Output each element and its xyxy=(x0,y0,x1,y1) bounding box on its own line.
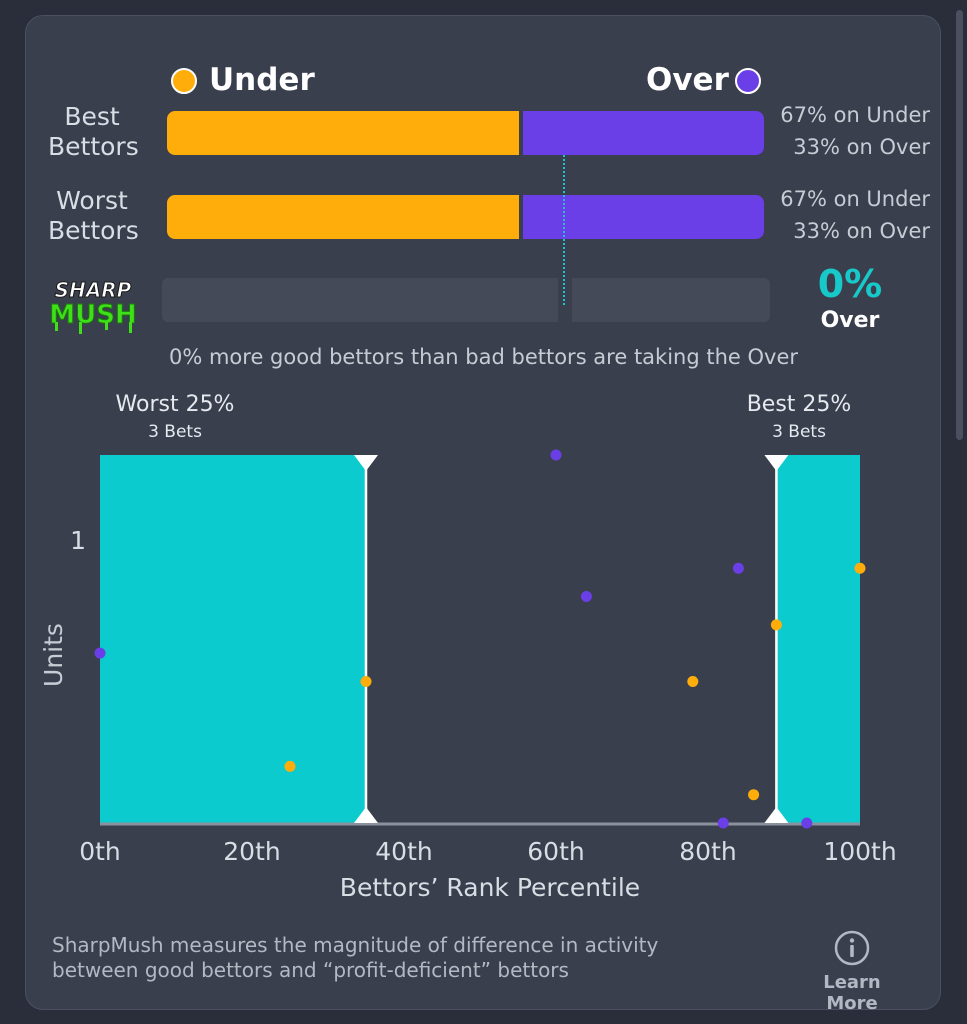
best-region-label: Best 25% xyxy=(746,392,852,417)
best-bettors-label: Best Bettors xyxy=(48,102,139,162)
point-under-5 xyxy=(854,562,866,574)
region-0 xyxy=(100,455,366,823)
region-handle-top-0 xyxy=(354,455,378,471)
worst-bettors-label-line2: Bettors xyxy=(48,216,139,245)
x-tick-3: 60th xyxy=(527,837,584,866)
point-under-4 xyxy=(770,619,782,631)
region-handle-bottom-1 xyxy=(764,807,789,823)
footer-description: SharpMush measures the magnitude of diff… xyxy=(52,933,772,983)
under-legend-label: Under xyxy=(209,62,315,98)
worst-region-sub: 3 Bets xyxy=(148,422,202,442)
x-tick-5: 100th xyxy=(823,837,896,866)
learn-more-label: Learn More xyxy=(823,972,881,1014)
logo-mush-text: MUSH xyxy=(49,300,136,330)
x-tick-0: 0th xyxy=(79,837,121,866)
sharpmush-value-label: Over xyxy=(820,308,880,333)
point-under-0 xyxy=(284,760,296,772)
learn-more-button[interactable]: Learn More xyxy=(800,928,904,1014)
sharpmush-logo: SHARP MUSH xyxy=(49,278,137,334)
region-1 xyxy=(776,455,860,823)
worst-region-label: Worst 25% xyxy=(115,392,235,417)
point-under-3 xyxy=(748,789,760,801)
under-legend-dot xyxy=(171,68,197,94)
footer-line1: SharpMush measures the magnitude of diff… xyxy=(52,933,659,957)
point-over-1 xyxy=(550,449,562,461)
point-under-1 xyxy=(360,675,372,687)
scrollbar[interactable] xyxy=(956,10,963,440)
worst-bettors-percentages: 67% on Under 33% on Over xyxy=(750,183,930,247)
best-bettors-label-line1: Best xyxy=(64,102,120,131)
worst-bettors-label-line1: Worst xyxy=(56,186,128,215)
y-axis-label: Units xyxy=(39,623,68,687)
split-marker-line xyxy=(563,155,565,305)
sharpmush-track-right xyxy=(572,278,770,322)
x-tick-1: 20th xyxy=(223,837,280,866)
point-over-0 xyxy=(94,647,106,659)
worst-bettors-over-bar xyxy=(523,195,764,239)
region-handle-top-1 xyxy=(764,455,789,471)
worst-over-pct: 33% on Over xyxy=(793,219,930,243)
logo-sharp-text: SHARP xyxy=(55,278,132,302)
sharpmush-summary: 0% more good bettors than bad bettors ar… xyxy=(168,345,799,369)
best-bettors-under-bar xyxy=(167,111,519,155)
sharpmush-track-left xyxy=(162,278,558,322)
worst-bettors-under-bar xyxy=(167,195,519,239)
x-tick-4: 80th xyxy=(679,837,736,866)
best-under-pct: 67% on Under xyxy=(780,103,930,127)
worst-under-pct: 67% on Under xyxy=(780,187,930,211)
region-handle-bottom-0 xyxy=(354,807,378,823)
scatter-chart: 0th 20th 40th 60th 80th 100th 1 Units Bettors’… xyxy=(39,449,897,902)
best-bettors-over-bar xyxy=(523,111,764,155)
best-over-pct: 33% on Over xyxy=(793,135,930,159)
point-over-4 xyxy=(732,562,744,574)
best-bettors-label-line2: Bettors xyxy=(48,132,139,161)
footer-line2: between good bettors and “profit-deficie… xyxy=(52,958,569,982)
point-over-3 xyxy=(717,817,729,829)
best-region-sub: 3 Bets xyxy=(772,422,826,442)
info-icon xyxy=(834,930,870,966)
point-over-2 xyxy=(580,591,592,603)
worst-bettors-label: Worst Bettors xyxy=(48,186,139,246)
over-legend-label: Over xyxy=(646,62,729,98)
y-tick-0: 1 xyxy=(70,526,86,555)
x-axis-label: Bettors’ Rank Percentile xyxy=(340,873,640,902)
sharpmush-value: 0% xyxy=(817,262,883,306)
best-bettors-percentages: 67% on Under 33% on Over xyxy=(750,99,930,163)
point-over-5 xyxy=(801,817,813,829)
point-under-2 xyxy=(687,675,699,687)
over-legend-dot xyxy=(735,68,761,94)
x-tick-2: 40th xyxy=(375,837,432,866)
